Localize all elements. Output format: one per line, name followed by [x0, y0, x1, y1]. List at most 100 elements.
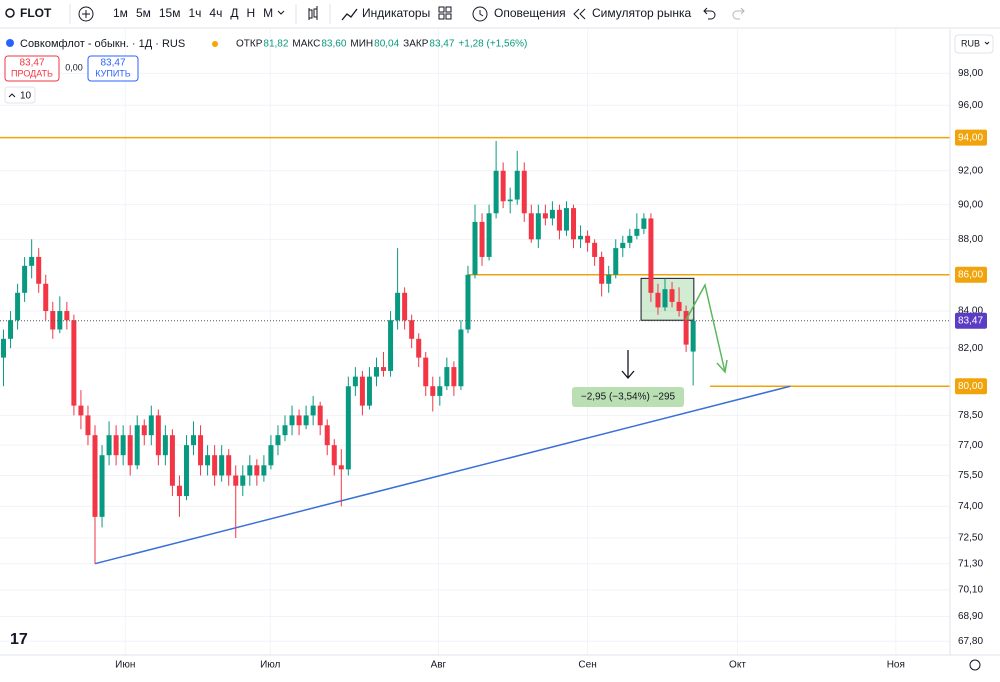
- last-price-tag: [955, 312, 987, 329]
- candle-body: [268, 445, 274, 466]
- candle-body: [120, 435, 126, 456]
- candle-body: [592, 242, 598, 257]
- redo[interactable]: [732, 7, 745, 20]
- x-tick-label: Июн: [115, 660, 135, 671]
- candle-body: [176, 485, 182, 497]
- candle-body: [296, 415, 302, 426]
- candle-body: [282, 425, 288, 436]
- candle-body: [317, 405, 323, 426]
- candle-body: [71, 320, 77, 406]
- level-tag: [955, 378, 987, 395]
- interval-dropdown[interactable]: [277, 10, 285, 15]
- ohlc-value: 81,82: [263, 39, 288, 50]
- candle-body: [92, 435, 98, 517]
- candle-body: [183, 445, 189, 497]
- candle-body: [352, 376, 358, 387]
- candle-body: [676, 301, 682, 312]
- candle-body: [359, 376, 365, 406]
- y-tick-label: 70,10: [958, 585, 983, 596]
- y-tick-label: 71,30: [958, 558, 983, 569]
- replay-icon[interactable]: [573, 8, 586, 20]
- y-tick-label: 75,50: [958, 470, 983, 481]
- alerts-icon[interactable]: [472, 6, 488, 22]
- candle-body: [493, 170, 499, 214]
- symbol-logo: [6, 39, 14, 47]
- candle-body: [289, 415, 295, 426]
- candle-body: [226, 455, 232, 476]
- interval[interactable]: Н: [247, 6, 256, 20]
- interval[interactable]: Д: [230, 6, 238, 20]
- level-label: 86,00: [958, 269, 983, 280]
- add-icon: [82, 10, 90, 18]
- y-tick-label: 88,00: [958, 234, 983, 245]
- indicators-button[interactable]: Индикаторы: [362, 6, 430, 20]
- add-symbol[interactable]: [78, 6, 94, 22]
- symbol[interactable]: FLOT: [20, 6, 52, 20]
- alerts-icon-hand: [479, 10, 484, 17]
- candle-body: [148, 415, 154, 436]
- y-tick-label: 77,00: [958, 440, 983, 451]
- candle-body: [556, 209, 562, 231]
- y-tick-label: 68,90: [958, 611, 983, 622]
- y-tick-label: 74,00: [958, 501, 983, 512]
- currency: RUB: [961, 38, 980, 48]
- currency-selector[interactable]: [954, 34, 994, 54]
- candle-body: [648, 218, 654, 293]
- candle-body: [479, 221, 485, 257]
- candle-body: [458, 329, 464, 387]
- x-tick-label: Окт: [729, 660, 746, 671]
- candle-body: [233, 475, 239, 486]
- settings[interactable]: [969, 659, 981, 671]
- candle-body: [36, 256, 42, 284]
- interval[interactable]: 5м: [136, 6, 151, 20]
- candle-body: [472, 221, 478, 275]
- candle-body: [430, 386, 436, 396]
- sell-button[interactable]: [4, 55, 60, 82]
- candle-body: [338, 465, 344, 470]
- indicators-icon[interactable]: [341, 8, 358, 21]
- candle-body: [655, 292, 661, 308]
- undo[interactable]: [703, 7, 716, 20]
- candle-body: [198, 435, 204, 466]
- candle-body: [240, 475, 246, 486]
- trend-line: [94, 385, 791, 565]
- candle-body: [486, 213, 492, 257]
- ohlc-label: ЗАКР: [403, 39, 429, 50]
- y-tick-label: 92,00: [958, 165, 983, 176]
- search-icon[interactable]: [5, 8, 15, 18]
- candle-body: [571, 208, 577, 240]
- candle-body: [15, 292, 21, 321]
- interval[interactable]: 1ч: [188, 6, 201, 20]
- candle-body: [521, 170, 527, 214]
- candle-body: [563, 208, 569, 231]
- level-tag: [955, 129, 987, 146]
- chart-type-icon[interactable]: [308, 6, 318, 20]
- last-price-label: 83,47: [958, 315, 983, 326]
- candle-body: [683, 311, 689, 345]
- ohlc-value: 83,60: [321, 39, 346, 50]
- interval[interactable]: 4ч: [209, 6, 222, 20]
- candle-body: [50, 311, 56, 330]
- interval[interactable]: 1м: [113, 6, 128, 20]
- candle-body: [535, 213, 541, 240]
- candle-body: [578, 235, 584, 240]
- ohlc-label: МАКС: [292, 39, 320, 50]
- layouts-icon[interactable]: [438, 6, 452, 20]
- candle-body: [134, 425, 140, 466]
- candle-body: [127, 435, 133, 466]
- candle-body: [409, 320, 415, 339]
- y-tick-label: 84,00: [958, 306, 983, 317]
- measure-box: [572, 387, 684, 407]
- buy-button[interactable]: [87, 55, 139, 82]
- x-tick-label: Сен: [578, 660, 596, 671]
- volume-toggle[interactable]: [4, 86, 36, 104]
- alerts-button[interactable]: Оповещения: [494, 6, 566, 20]
- candle-body: [627, 235, 633, 243]
- interval[interactable]: 15м: [159, 6, 181, 20]
- candle-body: [514, 170, 520, 200]
- candle-body: [324, 425, 330, 446]
- candle-body: [247, 465, 253, 476]
- replay-button[interactable]: Симулятор рынка: [592, 6, 691, 20]
- candle-body: [331, 445, 337, 466]
- interval[interactable]: М: [263, 6, 273, 20]
